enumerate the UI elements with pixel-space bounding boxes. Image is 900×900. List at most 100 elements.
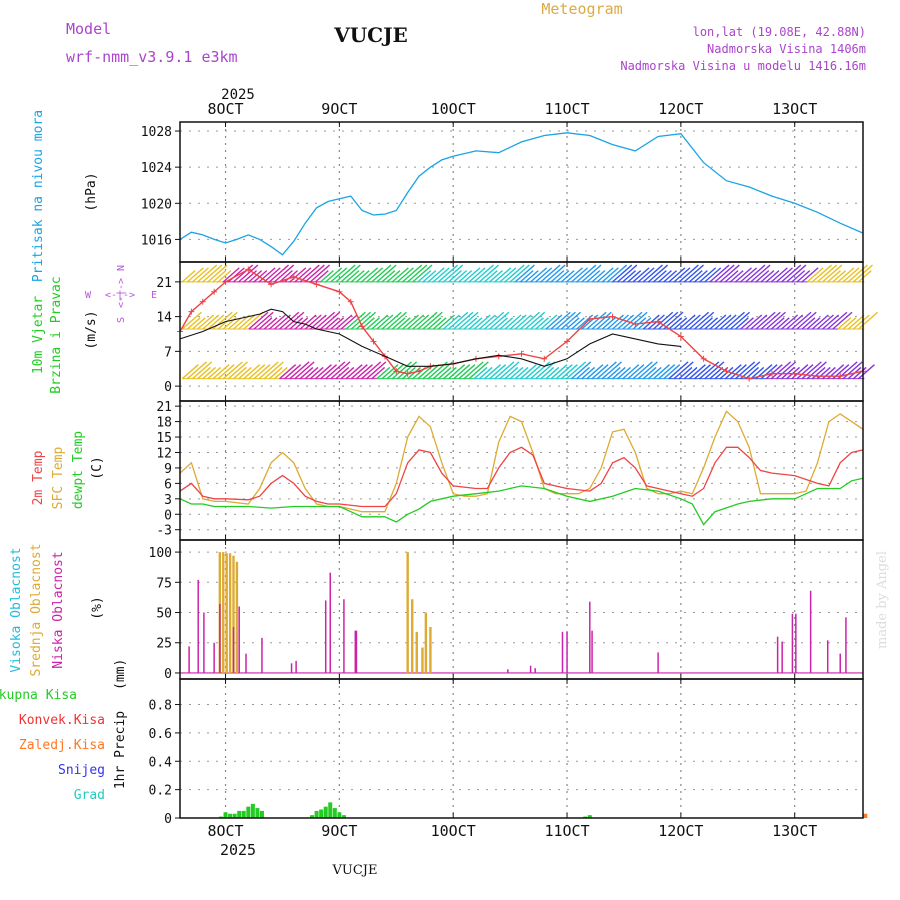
wind-barb: [622, 270, 637, 283]
precip-ytick-label: 0.6: [149, 727, 172, 742]
wind-barb: [540, 264, 561, 283]
pressure-panel: 1016 1020 1024 1028: [141, 122, 864, 262]
wind-barb: [560, 364, 578, 380]
wind-barb: [509, 314, 527, 330]
wind-barb: [381, 311, 402, 330]
wind-barb: [371, 264, 392, 283]
wind-barb: [315, 364, 332, 380]
wind-barb: [366, 267, 384, 283]
wind-barb: [463, 361, 484, 380]
pressure-grid: [180, 122, 863, 262]
wind-barb: [770, 317, 785, 330]
wind-barb: [494, 317, 509, 330]
wind-barb: [350, 311, 371, 330]
wind-barb: [468, 361, 489, 380]
wind-ytick-label: 7: [164, 345, 172, 360]
wind-barb: [857, 311, 879, 330]
wind-barb: [683, 366, 698, 380]
wind-barb: [622, 364, 640, 380]
wind-background: [180, 262, 863, 401]
compass-west: W: [85, 290, 92, 301]
wind-barb: [514, 366, 529, 380]
wind-barb: [760, 311, 781, 330]
compass-axis-v: <-|->: [116, 278, 127, 308]
wind-barb: [755, 311, 776, 330]
temperature-background: [180, 401, 863, 540]
wind-barb: [427, 317, 442, 330]
wind-barb: [566, 267, 583, 283]
wind-barb: [842, 317, 857, 330]
wind-barb: [673, 361, 694, 380]
wind-barb: [504, 314, 522, 330]
wind-barb: [509, 264, 530, 283]
wind-barb: [330, 361, 351, 380]
temperature-ytick-label: 0: [164, 508, 172, 523]
precip-total-bar: [323, 806, 328, 818]
wind-barb: [673, 267, 691, 283]
model-name: wrf-nmm_v3.9.1 e3km: [66, 48, 238, 66]
wind-barb: [489, 270, 503, 283]
wind-barb: [345, 364, 363, 380]
wind-barb: [622, 311, 643, 330]
wind-barb: [545, 264, 566, 283]
wind-barb: [422, 311, 443, 330]
wind-barb: [801, 317, 816, 330]
wind-barb: [330, 267, 348, 283]
wind-barb: [857, 364, 875, 380]
wind-ytick-label: 21: [156, 276, 172, 291]
wind-barb: [238, 314, 256, 330]
wind-barb: [340, 264, 361, 283]
wind-barb: [560, 311, 582, 330]
wind-barb: [407, 314, 425, 330]
wind-barb: [755, 270, 770, 283]
wind-barb: [448, 364, 466, 380]
wind-barb: [550, 270, 565, 283]
wind-barb: [678, 366, 693, 380]
wind-barb: [724, 364, 742, 380]
wind-barb: [340, 314, 358, 330]
wind-barb: [268, 314, 286, 330]
wind-barb: [709, 264, 730, 283]
wind-barb: [806, 317, 821, 330]
wind-barb: [688, 311, 710, 330]
cloud-axis-titles: Visoka Oblacnost Srednja Oblacnost Niska…: [9, 543, 105, 676]
wind-barb: [776, 267, 793, 283]
pressure-ytick-label: 1016: [141, 233, 172, 248]
wind-barb: [243, 270, 258, 283]
precip-unit: (mm): [113, 659, 128, 690]
bottom-x-label: 8OCT: [207, 822, 243, 840]
wind-barb: [576, 264, 597, 283]
wind-barb: [396, 317, 411, 330]
wind-barb: [253, 270, 268, 283]
wind-barb: [817, 264, 838, 283]
station-coords: lon,lat (19.08E, 42.88N): [693, 25, 866, 39]
wind-barb: [453, 270, 468, 283]
wind-barb: [632, 361, 653, 380]
temp-unit: (C): [90, 456, 105, 479]
wind-barb: [642, 264, 663, 283]
wind-barb: [263, 317, 278, 330]
wind-barb: [596, 317, 611, 330]
wind-barb: [740, 317, 754, 330]
wind-title-line2: Brzina i Pravac: [49, 276, 64, 393]
wind-barb: [765, 364, 783, 380]
pressure-unit: (hPa): [84, 172, 99, 211]
wind-barb: [258, 317, 273, 330]
wind-barb: [396, 361, 418, 380]
wind-barb: [555, 270, 570, 283]
precip-legend: Ukupna Kisa Konvek.Kisa Zaledj.Kisa Snij…: [0, 659, 128, 803]
wind-barb: [612, 264, 633, 283]
clouds-panel: 0 25 50 75 100: [149, 540, 863, 682]
dewpt-title: dewpt Temp: [71, 431, 86, 509]
wind-barb: [350, 270, 365, 283]
wind-barb: [366, 361, 387, 380]
wind-barb: [504, 264, 525, 283]
wind-barb: [729, 364, 747, 380]
wind-barb: [729, 311, 751, 330]
wind-barb: [274, 264, 295, 283]
wind-barbs: [181, 264, 879, 380]
wind-barb: [530, 317, 544, 330]
wind-barb: [668, 267, 686, 283]
wind-barb: [432, 317, 447, 330]
wind-barb: [484, 364, 501, 380]
